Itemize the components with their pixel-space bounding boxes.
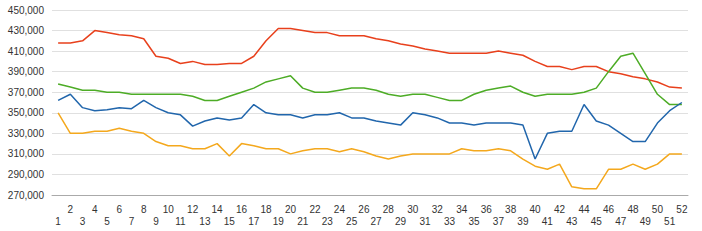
- svg-text:290,000: 290,000: [8, 169, 45, 180]
- svg-text:390,000: 390,000: [8, 66, 45, 77]
- svg-text:39: 39: [517, 216, 529, 227]
- svg-text:12: 12: [187, 204, 199, 215]
- svg-text:1: 1: [55, 216, 61, 227]
- svg-text:10: 10: [163, 204, 175, 215]
- svg-text:32: 32: [432, 204, 444, 215]
- svg-text:270,000: 270,000: [8, 190, 45, 201]
- svg-text:30: 30: [407, 204, 419, 215]
- svg-text:9: 9: [153, 216, 159, 227]
- svg-text:40: 40: [530, 204, 542, 215]
- svg-text:11: 11: [175, 216, 186, 227]
- svg-text:33: 33: [444, 216, 456, 227]
- svg-text:36: 36: [481, 204, 493, 215]
- svg-text:4: 4: [92, 204, 98, 215]
- svg-text:42: 42: [554, 204, 566, 215]
- svg-text:2: 2: [68, 204, 74, 215]
- svg-text:15: 15: [224, 216, 236, 227]
- svg-text:7: 7: [129, 216, 135, 227]
- svg-text:19: 19: [273, 216, 285, 227]
- svg-text:43: 43: [566, 216, 578, 227]
- svg-text:450,000: 450,000: [8, 5, 45, 16]
- svg-text:35: 35: [468, 216, 480, 227]
- svg-text:34: 34: [456, 204, 468, 215]
- svg-text:52: 52: [676, 204, 688, 215]
- svg-text:14: 14: [212, 204, 224, 215]
- svg-text:28: 28: [383, 204, 395, 215]
- svg-text:48: 48: [627, 204, 639, 215]
- svg-text:46: 46: [603, 204, 615, 215]
- svg-text:27: 27: [371, 216, 383, 227]
- svg-text:37: 37: [493, 216, 505, 227]
- svg-text:47: 47: [615, 216, 627, 227]
- svg-text:38: 38: [505, 204, 517, 215]
- svg-text:3: 3: [80, 216, 86, 227]
- svg-text:26: 26: [358, 204, 370, 215]
- svg-text:16: 16: [236, 204, 248, 215]
- svg-text:29: 29: [395, 216, 407, 227]
- svg-text:330,000: 330,000: [8, 128, 45, 139]
- svg-text:21: 21: [297, 216, 309, 227]
- svg-text:25: 25: [346, 216, 358, 227]
- svg-text:44: 44: [578, 204, 590, 215]
- svg-text:31: 31: [419, 216, 431, 227]
- svg-text:50: 50: [652, 204, 664, 215]
- svg-text:310,000: 310,000: [8, 148, 45, 159]
- svg-text:350,000: 350,000: [8, 107, 45, 118]
- svg-text:6: 6: [116, 204, 122, 215]
- svg-text:430,000: 430,000: [8, 25, 45, 36]
- svg-text:17: 17: [248, 216, 260, 227]
- svg-text:51: 51: [664, 216, 676, 227]
- svg-text:20: 20: [285, 204, 297, 215]
- svg-text:22: 22: [309, 204, 321, 215]
- svg-text:23: 23: [322, 216, 334, 227]
- svg-text:45: 45: [591, 216, 603, 227]
- svg-text:13: 13: [199, 216, 211, 227]
- svg-text:8: 8: [141, 204, 147, 215]
- svg-text:49: 49: [640, 216, 652, 227]
- svg-text:41: 41: [542, 216, 554, 227]
- svg-text:410,000: 410,000: [8, 46, 45, 57]
- svg-text:24: 24: [334, 204, 346, 215]
- svg-text:5: 5: [104, 216, 110, 227]
- svg-text:370,000: 370,000: [8, 87, 45, 98]
- svg-text:18: 18: [260, 204, 272, 215]
